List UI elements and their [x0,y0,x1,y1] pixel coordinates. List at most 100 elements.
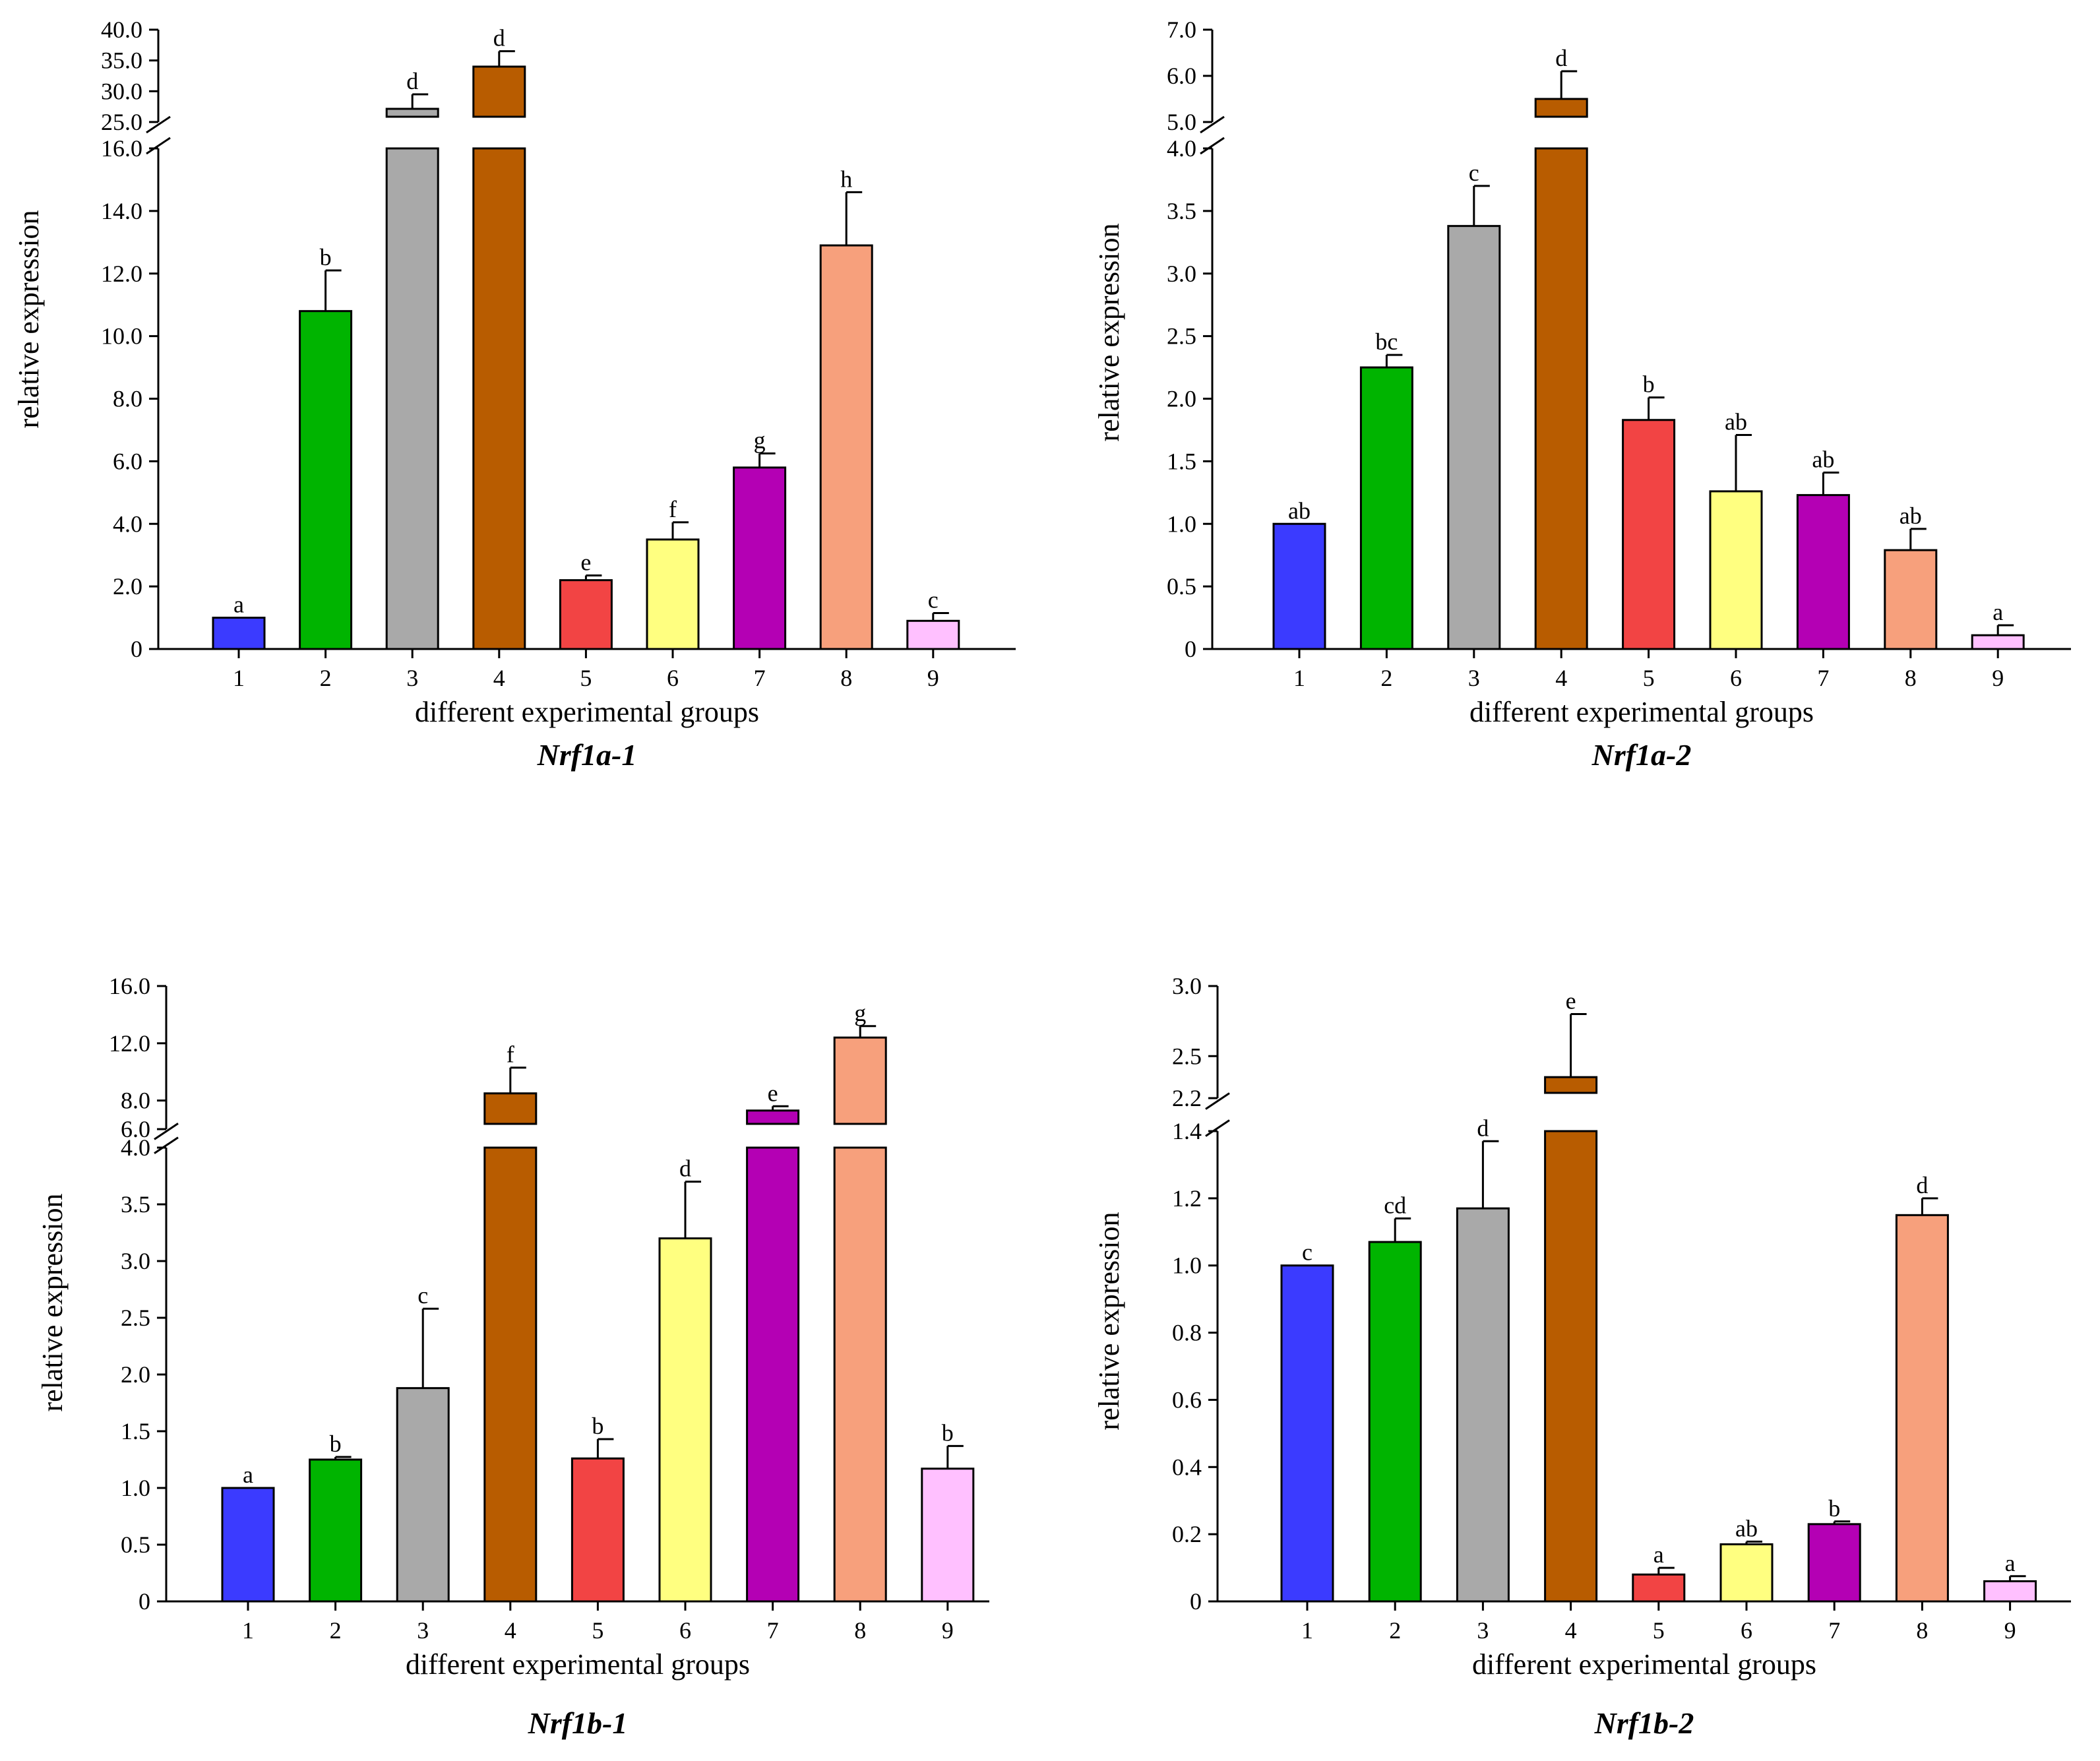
y-tick-label: 12.0 [101,261,142,287]
y-tick-label: 0.6 [1172,1386,1202,1413]
bar-7 [1796,494,1850,650]
axis-break-mark [1200,137,1225,155]
y-tick-label: 1.0 [1167,510,1196,537]
chart-nrf1a-1: 0 2.0 4.0 6.0 8.0 10.0 12.0 14.0 16.025.0 30.0 35.… [13,16,1016,772]
significance-label: b [942,1419,954,1446]
y-tick-label: 4.0 [113,510,142,537]
bar-8 [819,244,873,650]
y-tick-label: 16.0 [101,135,142,162]
x-tick-label: 9 [2004,1617,2016,1644]
y-tick-label: 2.5 [1172,1043,1202,1069]
bar-upper-segment-4 [483,1092,538,1125]
significance-label: d [493,25,505,51]
bar-3 [1456,1207,1510,1603]
x-tick-label: 5 [592,1617,603,1644]
bar-5 [1622,419,1676,650]
significance-label: b [592,1413,603,1439]
chart-nrf1b-2: 0 0.2 0.4 0.6 0.8 1.0 1.2 1.4 2.2 2.5 3.0 c 1 cd 2 d 3 e 4… [1093,973,2071,1740]
bar-upper-segment-4 [1534,98,1588,118]
y-tick-label: 30.0 [101,78,142,104]
significance-label: a [1653,1541,1664,1568]
axis-break-mark [154,1136,179,1154]
bar-8 [1895,1214,1949,1603]
chart-title: Nrf1a-1 [537,738,637,772]
y-tick-label: 3.0 [1172,973,1202,999]
bar-9 [1971,634,2025,650]
y-tick-label: 6.0 [121,1116,150,1142]
bar-6 [646,538,700,650]
x-tick-label: 2 [1389,1617,1401,1644]
x-tick-label: 9 [927,665,939,691]
significance-label: d [1916,1172,1928,1198]
bar-2 [299,310,353,650]
bar-5 [571,1457,625,1603]
x-tick-label: 5 [1643,665,1655,691]
bar-1 [221,1487,275,1603]
y-tick-label: 4.0 [121,1134,150,1161]
significance-label: a [2005,1550,2016,1576]
significance-label: b [1828,1495,1840,1522]
significance-label: bc [1375,328,1398,355]
y-tick-label: 2.5 [121,1305,150,1331]
significance-label: b [330,1431,342,1457]
chart-nrf1b-1: 0 0.5 1.0 1.5 2.0 2.5 3.0 3.5 4.06.08.0 12.0 16.0 a… [36,973,989,1740]
significance-label: ab [1899,503,1922,529]
x-tick-label: 2 [320,665,332,691]
x-tick-label: 6 [1741,1617,1752,1644]
significance-label: b [1643,371,1655,398]
x-tick-label: 5 [1653,1617,1665,1644]
y-tick-label: 2.0 [1167,386,1196,412]
x-axis-label: different experimental groups [415,696,759,728]
x-tick-label: 7 [754,665,766,691]
y-tick-label: 4.0 [1167,135,1196,162]
chart-title: Nrf1b-2 [1594,1706,1694,1740]
bar-4 [472,147,526,650]
bar-1 [1272,522,1326,650]
bar-upper-segment-8 [833,1036,887,1125]
y-tick-label: 16.0 [109,973,150,999]
bar-8 [833,1146,887,1603]
y-tick-label: 2.5 [1167,323,1196,350]
axis-break-mark [1205,1092,1230,1110]
y-tick-label: 40.0 [101,16,142,43]
bar-7 [733,466,787,650]
significance-label: e [768,1080,778,1106]
significance-label: f [669,496,677,522]
x-tick-label: 7 [1828,1617,1840,1644]
chart-title: Nrf1a-2 [1591,738,1692,772]
y-tick-label: 1.5 [1167,448,1196,474]
bar-5 [1632,1573,1686,1603]
bar-6 [1709,490,1763,650]
significance-label: a [233,592,244,618]
bar-upper-segment-4 [1544,1076,1598,1094]
y-tick-label: 12.0 [109,1030,150,1057]
significance-label: c [1469,160,1479,186]
y-tick-label: 1.4 [1172,1118,1202,1144]
bar-3 [385,147,439,650]
axis-break-mark [1205,1119,1230,1137]
x-tick-label: 1 [1301,1617,1313,1644]
bar-1 [212,617,266,650]
axis-break-mark [146,115,171,134]
x-tick-label: 4 [505,1617,516,1644]
bar-2 [1368,1241,1422,1603]
significance-label: g [754,427,766,454]
x-tick-label: 6 [679,1617,691,1644]
bar-6 [658,1237,712,1603]
bar-7 [1807,1523,1861,1603]
significance-label: h [840,166,852,192]
x-tick-label: 3 [417,1617,429,1644]
significance-label: d [1555,45,1567,71]
y-tick-label: 0.2 [1172,1521,1202,1547]
y-tick-label: 2.2 [1172,1085,1202,1111]
bar-6 [1719,1543,1774,1603]
significance-label: ab [1288,497,1311,524]
x-axis-label: different experimental groups [1469,696,1814,728]
x-tick-label: 8 [1916,1617,1928,1644]
y-tick-label: 10.0 [101,323,142,350]
y-tick-label: 3.0 [1167,261,1196,287]
x-axis-label: different experimental groups [406,1648,750,1681]
y-tick-label: 5.0 [1167,109,1196,135]
significance-label: e [1566,988,1576,1014]
